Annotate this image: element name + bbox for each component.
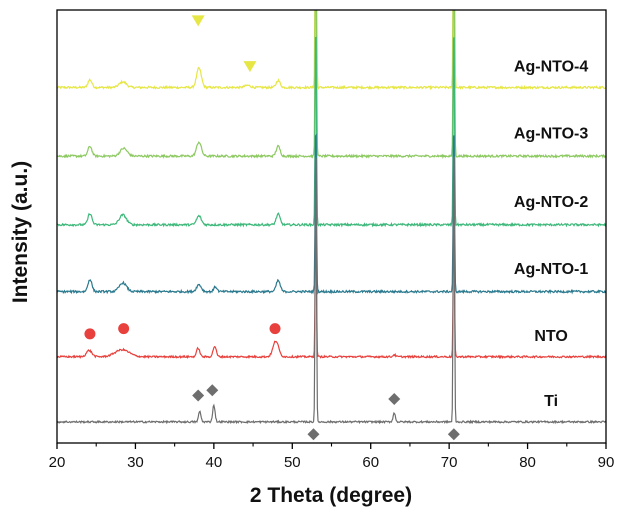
x-tick-label: 60 <box>362 454 379 471</box>
series-line-ag-nto-2 <box>57 36 606 228</box>
peak-marker-triangle <box>243 61 257 73</box>
series-label: Ag-NTO-2 <box>514 194 588 211</box>
peak-marker-diamond <box>388 392 401 405</box>
peak-marker-circle <box>84 328 96 340</box>
series-line-ti <box>57 155 606 425</box>
x-tick-label: 90 <box>598 454 615 471</box>
peak-marker-circle <box>118 323 130 335</box>
series-label: Ag-NTO-1 <box>514 261 588 278</box>
series-line-ag-nto-3 <box>57 10 606 159</box>
series-label: Ti <box>544 393 558 410</box>
series-line-ag-nto-4 <box>57 10 606 91</box>
peak-marker-circle <box>269 323 281 335</box>
peak-marker-diamond <box>206 384 219 397</box>
label-layer: Ag-NTO-4 Ag-NTO-3 Ag-NTO-2 Ag-NTO-1 NTO Ti <box>514 59 588 410</box>
series-label: Ag-NTO-3 <box>514 125 588 142</box>
series-label: Ag-NTO-4 <box>514 59 588 76</box>
marker-layer <box>84 15 460 441</box>
x-tick-label: 80 <box>519 454 536 471</box>
series-layer <box>57 10 606 425</box>
x-tick-label: 40 <box>206 454 223 471</box>
peak-marker-diamond <box>307 428 320 441</box>
peak-marker-diamond <box>447 428 460 441</box>
series-line-nto <box>57 229 606 360</box>
x-axis-label: 2 Theta (degree) <box>250 484 412 507</box>
x-tick-label: 50 <box>284 454 301 471</box>
y-axis-label: Intensity (a.u.) <box>9 161 32 303</box>
series-label: NTO <box>534 328 567 345</box>
axis-layer: 20 30 40 50 60 70 80 90 <box>49 9 615 471</box>
series-line-ag-nto-1 <box>57 133 606 295</box>
x-tick-label: 70 <box>441 454 458 471</box>
peak-marker-triangle <box>191 15 205 27</box>
peak-marker-diamond <box>192 389 205 402</box>
x-tick-label: 20 <box>49 454 66 471</box>
x-tick-label: 30 <box>127 454 144 471</box>
